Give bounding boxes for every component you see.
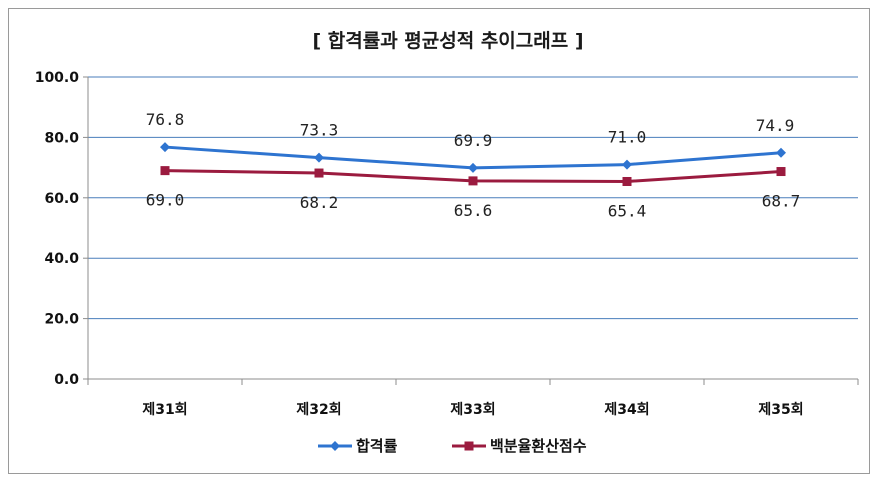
diamond-marker — [468, 162, 478, 173]
y-axis-ticks: 0.0 20.0 40.0 60.0 80.0 100.0 — [35, 70, 80, 388]
data-label: 65.4 — [608, 201, 647, 220]
grid-lines — [83, 76, 859, 385]
data-labels: 76.8 73.3 69.9 71.0 74.9 69.0 68.2 65.6 65.4 68.7 — [146, 110, 801, 220]
legend-square-icon — [464, 441, 474, 451]
data-label: 69.9 — [454, 131, 493, 150]
x-category-label: 제31회 — [142, 402, 187, 418]
legend-label: 합격률 — [356, 437, 398, 455]
diamond-marker — [622, 159, 632, 170]
square-marker — [622, 176, 632, 186]
y-tick-label: 60.0 — [44, 191, 79, 207]
square-marker — [160, 166, 170, 176]
diamond-marker — [160, 142, 170, 153]
diamond-marker — [314, 152, 324, 163]
chart-title: [ 합격률과 평균성적 추이그래프 ] — [312, 30, 583, 52]
data-label: 68.7 — [762, 192, 801, 211]
x-category-label: 제34회 — [604, 402, 649, 418]
x-axis-categories: 제31회 제32회 제33회 제34회 제35회 — [142, 402, 803, 418]
y-tick-label: 20.0 — [44, 312, 79, 328]
legend-label: 백분율환산점수 — [490, 437, 587, 455]
y-tick-label: 80.0 — [44, 130, 79, 146]
square-marker — [776, 167, 786, 177]
data-label: 73.3 — [300, 121, 339, 140]
data-label: 76.8 — [146, 110, 185, 129]
x-category-label: 제35회 — [758, 402, 803, 418]
y-tick-label: 0.0 — [54, 372, 79, 388]
chart-frame — [8, 8, 870, 474]
diamond-marker — [776, 147, 786, 158]
data-label: 65.6 — [454, 201, 493, 220]
legend-diamond-icon — [330, 441, 340, 451]
data-label: 69.0 — [146, 191, 185, 210]
data-markers — [160, 142, 786, 186]
y-tick-label: 100.0 — [35, 70, 80, 86]
square-marker — [314, 168, 324, 178]
legend: 합격률 백분율환산점수 — [318, 437, 587, 455]
data-label: 74.9 — [756, 116, 795, 135]
data-label: 71.0 — [608, 128, 647, 147]
y-tick-label: 40.0 — [44, 251, 79, 267]
x-category-label: 제32회 — [296, 402, 341, 418]
square-marker — [468, 176, 478, 186]
x-category-label: 제33회 — [450, 402, 495, 418]
data-label: 68.2 — [300, 193, 339, 212]
